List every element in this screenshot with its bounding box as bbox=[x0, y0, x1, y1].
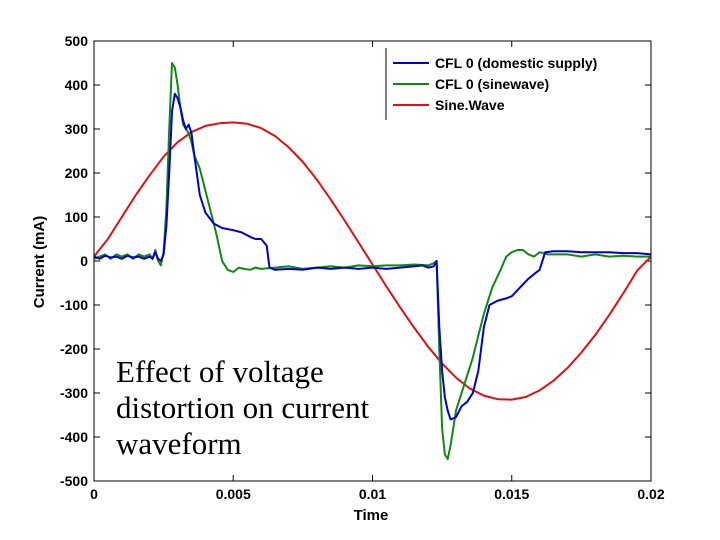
x-tick-label: 0.015 bbox=[494, 486, 529, 502]
y-tick-label: -100 bbox=[60, 297, 88, 313]
y-tick-label: -300 bbox=[60, 385, 88, 401]
y-tick-label: 300 bbox=[65, 121, 89, 137]
y-tick-label: 100 bbox=[65, 209, 89, 225]
y-tick-labels: 500 400 300 200 100 0 -100 -200 -300 -400 -500 bbox=[60, 33, 88, 489]
series-line-0 bbox=[93, 92, 652, 421]
legend-label-0: CFL 0 (domestic supply) bbox=[435, 55, 597, 71]
y-axis-title: Current (mA) bbox=[31, 216, 48, 309]
x-tick-label: 0 bbox=[90, 486, 98, 502]
series-layer bbox=[93, 62, 652, 460]
y-tick-label: 200 bbox=[65, 165, 89, 181]
y-tick-label: -500 bbox=[60, 473, 88, 489]
y-tick-label: -400 bbox=[60, 429, 88, 445]
legend: CFL 0 (domestic supply) CFL 0 (sinewave) S… bbox=[385, 48, 635, 120]
y-tick-label: 400 bbox=[65, 77, 89, 93]
annotation-line-2: distortion on current bbox=[116, 390, 370, 425]
legend-label-2: Sine.Wave bbox=[435, 97, 505, 113]
x-tick-label: 0.01 bbox=[359, 486, 386, 502]
x-axis-title: Time bbox=[354, 507, 389, 524]
plot-frame bbox=[93, 40, 652, 482]
x-tick-label: 0.02 bbox=[637, 486, 664, 502]
x-tick-labels: 0 0.005 0.01 0.015 0.02 bbox=[90, 486, 665, 502]
annotation-line-3: waveform bbox=[116, 426, 242, 461]
legend-label-1: CFL 0 (sinewave) bbox=[435, 76, 549, 92]
series-line-2 bbox=[93, 121, 652, 401]
y-tick-label: 500 bbox=[65, 33, 89, 49]
annotation-line-1: Effect of voltage bbox=[116, 354, 324, 389]
y-tick-label: -200 bbox=[60, 341, 88, 357]
annotation-caption: Effect of voltage distortion on current … bbox=[112, 352, 376, 466]
y-tick-label: 0 bbox=[80, 253, 88, 269]
x-tick-label: 0.005 bbox=[216, 486, 251, 502]
